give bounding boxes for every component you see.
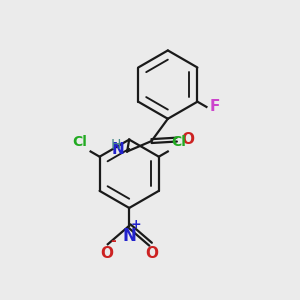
Text: Cl: Cl bbox=[171, 134, 186, 148]
Text: N: N bbox=[112, 142, 125, 158]
Text: O: O bbox=[100, 246, 113, 261]
Text: +: + bbox=[130, 218, 141, 231]
Text: Cl: Cl bbox=[73, 134, 88, 148]
Text: F: F bbox=[210, 99, 220, 114]
Text: N: N bbox=[122, 227, 136, 245]
Text: O: O bbox=[181, 132, 194, 147]
Text: O: O bbox=[146, 246, 159, 261]
Text: -: - bbox=[110, 234, 116, 248]
Text: H: H bbox=[111, 138, 121, 152]
